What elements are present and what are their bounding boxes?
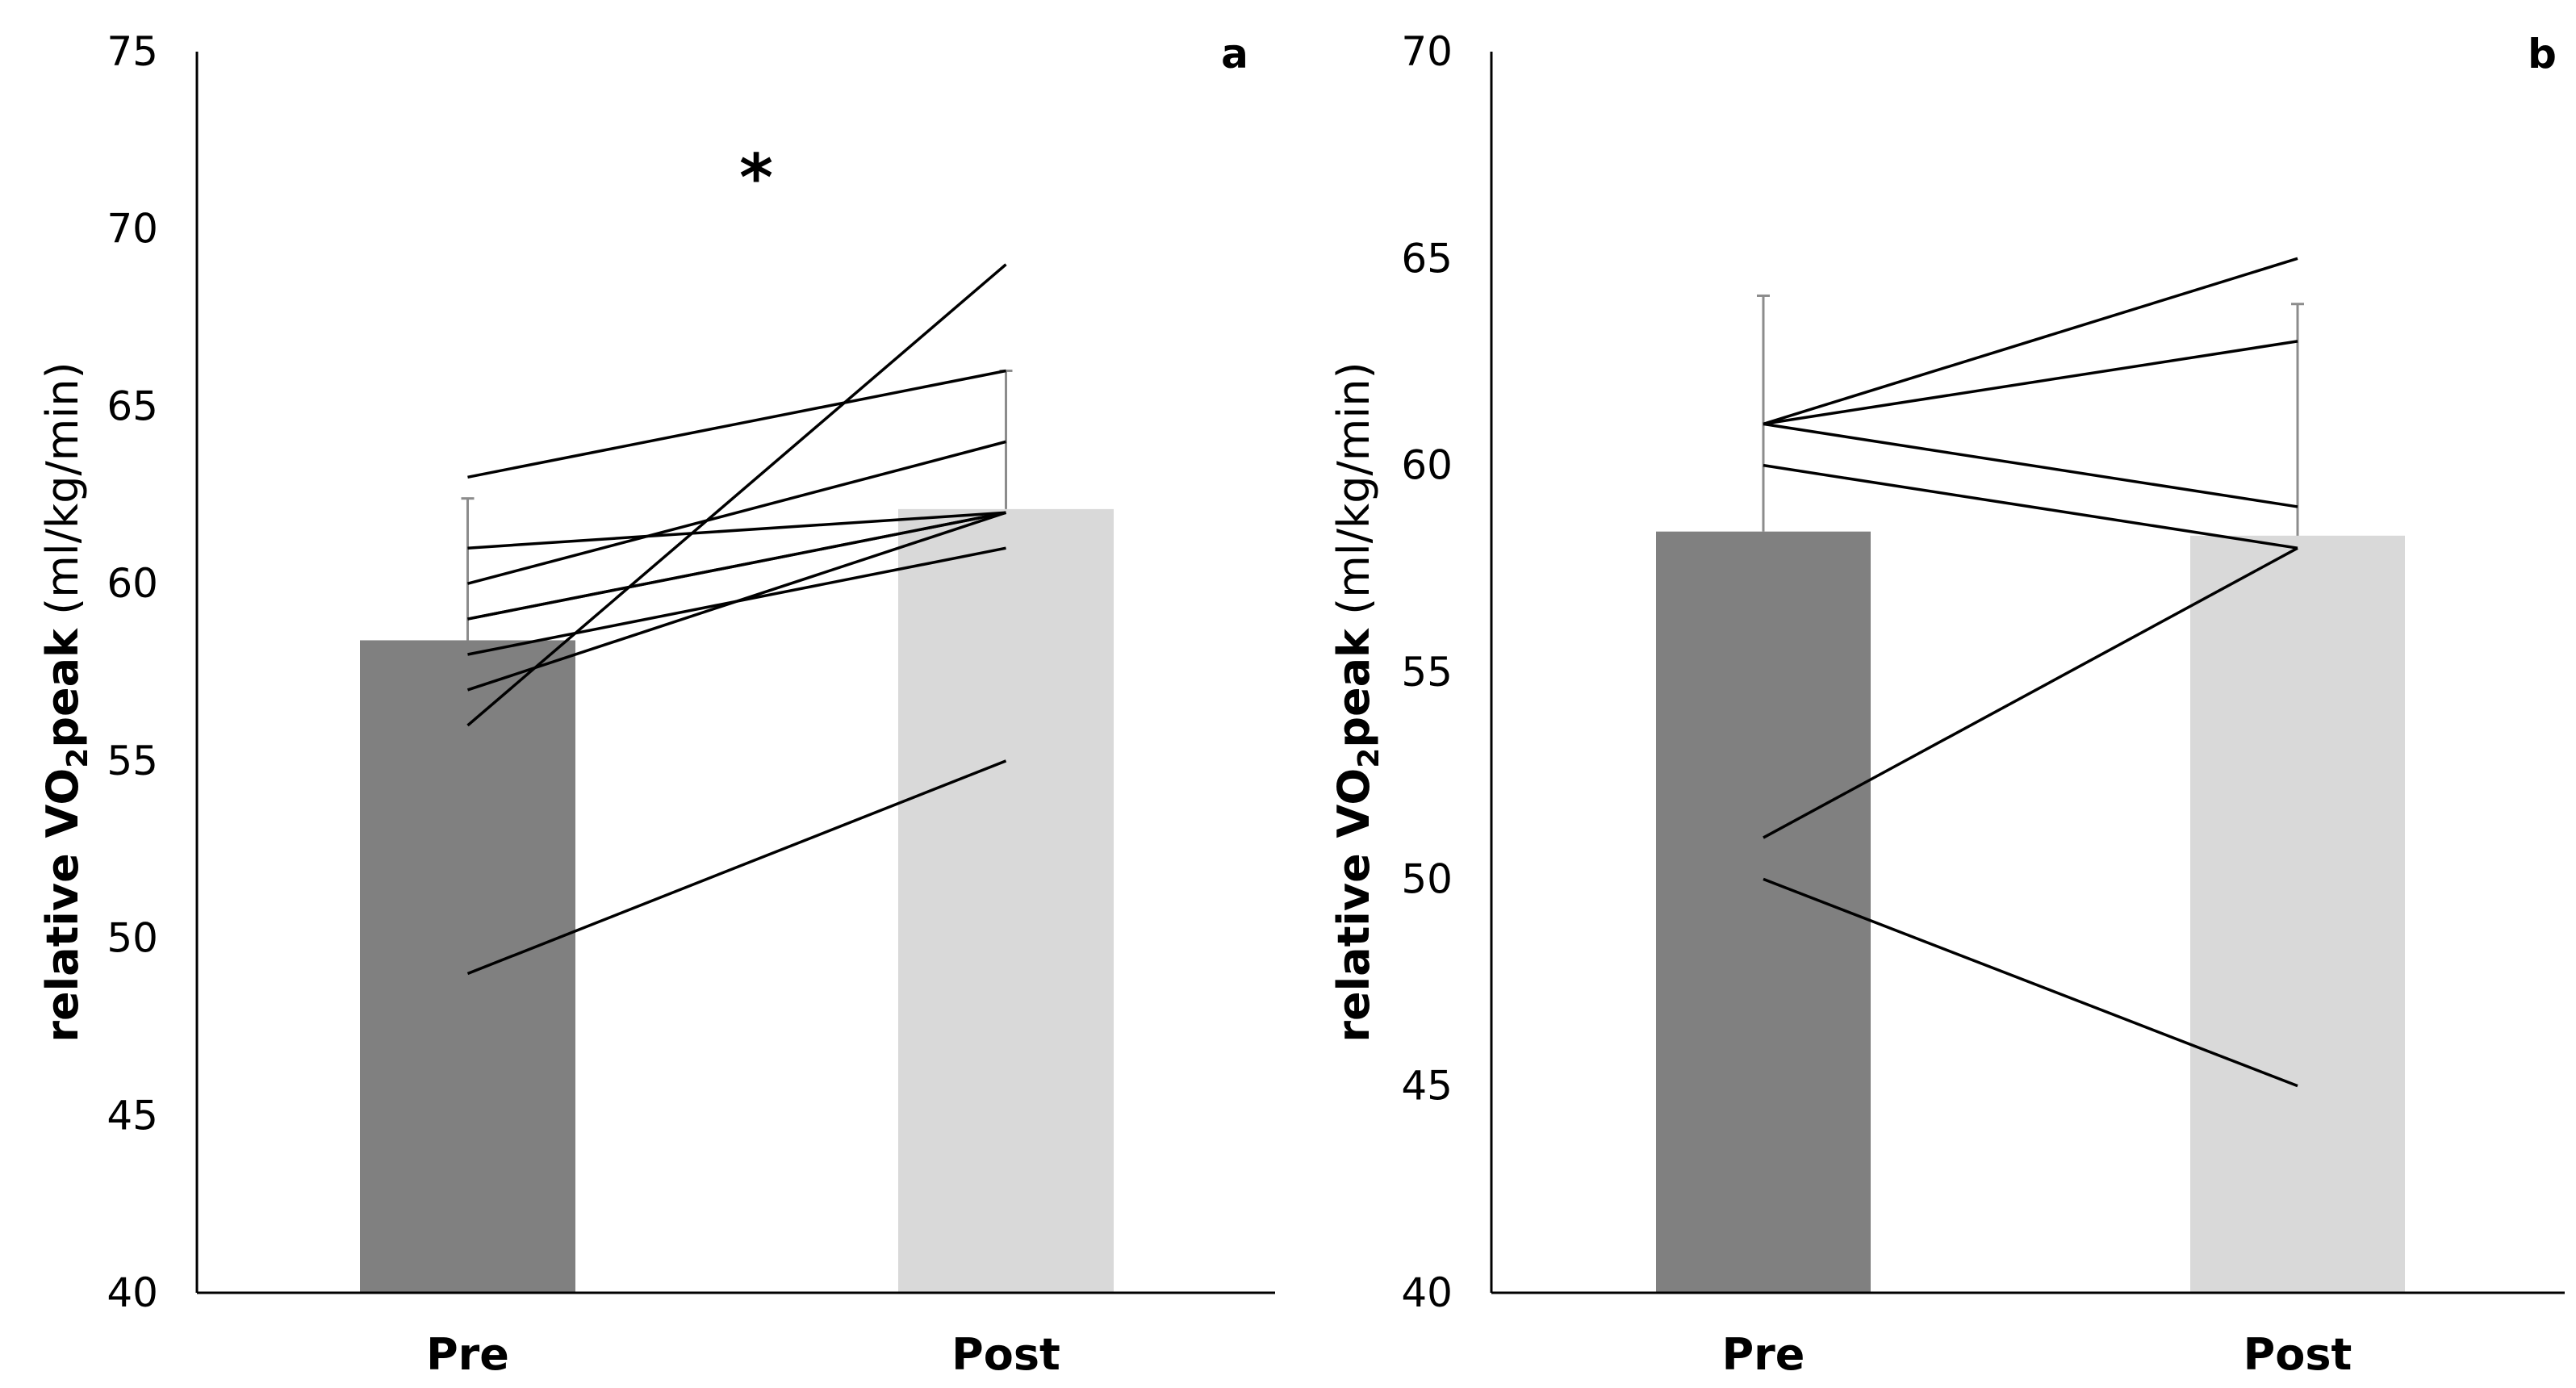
y-axis-title: relative VO2peak (ml/kg/min) [1328, 362, 1386, 1042]
y-axis-title-peak: peak [37, 628, 88, 748]
participant-line-5 [1763, 546, 2298, 839]
y-axis-title-units: (ml/kg/min) [37, 362, 88, 629]
participant-line-3 [1763, 422, 2298, 508]
y-tick-label: 60 [107, 560, 158, 607]
y-tick-label: 70 [107, 206, 158, 253]
y-tick-label: 65 [107, 383, 158, 429]
y-tick-label: 50 [107, 915, 158, 962]
participant-line-5 [467, 511, 1006, 621]
x-category-label-pre: Pre [426, 1329, 509, 1380]
y-tick-label: 45 [107, 1092, 158, 1139]
participant-line-2 [467, 511, 1006, 550]
participant-line-1 [467, 369, 1006, 479]
bar-post [898, 508, 1114, 1293]
participant-line-2 [1763, 340, 2298, 426]
y-tick-label: 60 [1401, 442, 1453, 489]
participant-line-4 [1763, 463, 2298, 550]
y-axis-title-peak: peak [1328, 628, 1379, 748]
participant-line-1 [1763, 257, 2298, 426]
y-tick-label: 55 [1401, 649, 1453, 696]
x-category-label-post: Post [2244, 1329, 2352, 1380]
y-axis-title-main: relative VO [37, 768, 88, 1043]
y-tick-label: 40 [1401, 1269, 1453, 1316]
participant-line-8 [466, 263, 1007, 727]
panel-label: a [1221, 31, 1248, 77]
bar-post [2190, 535, 2405, 1293]
panel-label: b [2528, 31, 2557, 77]
participant-line-3 [467, 440, 1006, 585]
y-tick-label: 50 [1401, 855, 1453, 902]
participant-line-9 [466, 759, 1007, 976]
bar-pre [360, 640, 575, 1293]
y-tick-label: 40 [107, 1269, 158, 1316]
y-tick-label: 65 [1401, 235, 1453, 282]
panel-b: 40 45 50 55 60 65 70 Pre Post b relative VO2peak (… [1328, 28, 2565, 1380]
y-axis-title-units: (ml/kg/min) [1328, 362, 1379, 629]
x-category-label-post: Post [951, 1329, 1060, 1380]
participant-line-6 [1763, 877, 2298, 1088]
y-axis-title-subscript: 2 [1353, 748, 1386, 768]
y-axis-title: relative VO2peak (ml/kg/min) [37, 362, 94, 1042]
y-tick-label: 70 [1401, 28, 1453, 75]
y-axis-title-subscript: 2 [61, 748, 94, 768]
participant-line-7 [466, 511, 1007, 692]
panel-a: 40 45 50 55 60 65 70 75 Pre Post a relative VO2peak… [37, 28, 1275, 1380]
x-category-label-pre: Pre [1722, 1329, 1805, 1380]
y-tick-label: 55 [107, 738, 158, 784]
y-axis-title-main: relative VO [1328, 768, 1379, 1043]
bar-pre [1656, 531, 1871, 1293]
significance-asterisk: * [739, 140, 773, 215]
y-tick-label: 45 [1401, 1063, 1453, 1110]
y-tick-label: 75 [107, 28, 158, 75]
